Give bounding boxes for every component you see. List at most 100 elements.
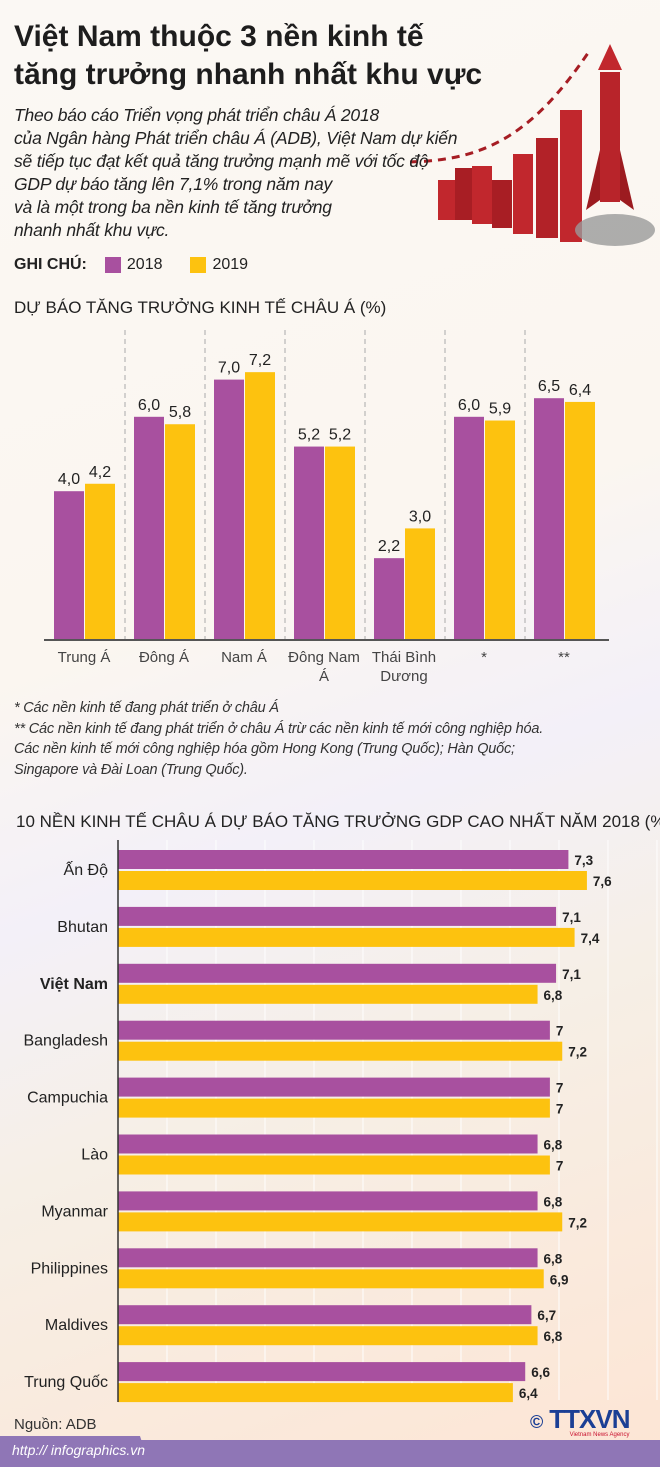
category-label: Dương bbox=[380, 668, 427, 685]
source-text: Nguồn: ADB bbox=[14, 1416, 97, 1433]
footer-tab bbox=[0, 1436, 150, 1467]
legend: GHI CHÚ: 2018 2019 bbox=[14, 256, 276, 274]
category-label: ** bbox=[558, 649, 570, 666]
data-label: 3,0 bbox=[409, 508, 431, 525]
bar-2019 bbox=[118, 1269, 544, 1289]
data-label: 7,1 bbox=[562, 910, 581, 925]
data-label: 6,8 bbox=[544, 1251, 563, 1266]
data-label: 7,2 bbox=[568, 1045, 587, 1060]
bar-2018 bbox=[118, 1362, 526, 1382]
bar-2018 bbox=[374, 558, 404, 640]
bar-2018 bbox=[118, 906, 557, 926]
data-label: 5,2 bbox=[329, 427, 351, 444]
category-label: Trung Á bbox=[58, 649, 111, 666]
bar-2019 bbox=[118, 1041, 563, 1061]
ttxvn-logo: © TTXVN Vietnam News Agency bbox=[530, 1406, 631, 1438]
intro-line: GDP dự báo tăng lên 7,1% trong năm nay bbox=[14, 174, 333, 194]
regional-growth-bar-chart: 4,0 4,2 Trung Á 6,0 5,8 Đông Á 7,0 7,2 Nam Á 5,2 5… bbox=[44, 330, 609, 685]
bar-2019 bbox=[118, 1212, 563, 1232]
bar-2018 bbox=[118, 1248, 538, 1268]
data-label: 5,9 bbox=[489, 401, 511, 418]
data-label: 6,7 bbox=[537, 1308, 556, 1323]
bar-2019 bbox=[405, 528, 435, 640]
bar-2019 bbox=[85, 483, 115, 640]
data-label: 4,2 bbox=[89, 464, 111, 481]
bar-2018 bbox=[118, 850, 569, 869]
bar-2019 bbox=[118, 1155, 550, 1175]
page-title: Việt Nam thuộc 3 nền kinh tế tăng trưởng… bbox=[14, 18, 482, 94]
category-label: Campuchia bbox=[27, 1090, 108, 1107]
data-label: 7,3 bbox=[574, 853, 593, 868]
data-label: 7 bbox=[556, 1102, 564, 1117]
bar-2018 bbox=[118, 1134, 538, 1154]
intro-line: nhanh nhất khu vực. bbox=[14, 220, 170, 240]
intro-line: sẽ tiếp tục đạt kết quả tăng trưởng mạnh… bbox=[14, 151, 429, 171]
bar-2018 bbox=[134, 416, 164, 640]
legend-swatch bbox=[190, 257, 207, 273]
bar-2018 bbox=[118, 1020, 550, 1040]
bar-2018 bbox=[214, 379, 244, 640]
category-label: Maldives bbox=[45, 1317, 108, 1334]
legend-swatch bbox=[104, 257, 121, 273]
intro-text: Theo báo cáo Triển vọng phát triển châu … bbox=[14, 104, 458, 242]
bar-2019 bbox=[118, 1383, 513, 1403]
data-label: 6,6 bbox=[531, 1365, 550, 1380]
category-label: Ấn Độ bbox=[64, 860, 109, 879]
bar-2019 bbox=[165, 424, 195, 640]
category-label: Trung Quốc bbox=[24, 1374, 108, 1391]
bar-2019 bbox=[565, 401, 595, 640]
category-label: Bangladesh bbox=[23, 1033, 108, 1050]
category-label: Á bbox=[319, 668, 329, 685]
data-label: 6,9 bbox=[550, 1272, 569, 1287]
data-label: 6,8 bbox=[544, 1194, 563, 1209]
footnote: * Các nền kinh tế đang phát triển ở châu… bbox=[14, 700, 279, 716]
intro-line: của Ngân hàng Phát triển châu Á (ADB), V… bbox=[14, 128, 458, 148]
bar-2019 bbox=[485, 420, 515, 640]
data-label: 7 bbox=[556, 1081, 564, 1096]
legend-item-2018: 2018 bbox=[104, 256, 163, 274]
footnotes: * Các nền kinh tế đang phát triển ở châu… bbox=[14, 698, 543, 780]
intro-line: Theo báo cáo Triển vọng phát triển châu … bbox=[14, 105, 380, 125]
bar-2018 bbox=[454, 416, 484, 640]
data-label: 6,4 bbox=[519, 1386, 538, 1401]
title-line: Việt Nam thuộc 3 nền kinh tế bbox=[14, 20, 424, 53]
footnote: ** Các nền kinh tế đang phát triển ở châ… bbox=[14, 720, 544, 737]
intro-line: và là một trong ba nền kinh tế tăng trưở… bbox=[14, 197, 332, 217]
legend-text: 2019 bbox=[212, 256, 249, 273]
bar-2019 bbox=[325, 446, 355, 640]
category-label: Đông Á bbox=[139, 649, 189, 666]
data-label: 7 bbox=[556, 1024, 564, 1039]
category-label: Việt Nam bbox=[40, 976, 108, 993]
bar-2018 bbox=[294, 446, 324, 640]
data-label: 6,0 bbox=[458, 397, 480, 414]
title-line: tăng trưởng nhanh nhất khu vực bbox=[14, 58, 483, 91]
data-label: 7 bbox=[556, 1159, 564, 1174]
category-label: Nam Á bbox=[221, 649, 267, 666]
data-label: 6,4 bbox=[569, 382, 591, 399]
bar-2018 bbox=[54, 491, 84, 640]
category-label: Đông Nam bbox=[288, 649, 360, 666]
website-link[interactable]: http:// infographics.vn bbox=[12, 1442, 146, 1458]
data-label: 6,5 bbox=[538, 378, 560, 395]
bar-2018 bbox=[118, 1305, 532, 1325]
bar-2019 bbox=[118, 1098, 550, 1118]
data-label: 6,8 bbox=[544, 988, 563, 1003]
bar-2019 bbox=[118, 871, 587, 890]
bar-2018 bbox=[534, 398, 564, 640]
category-label: Thái Bình bbox=[372, 649, 436, 666]
rocket-chart-illustration bbox=[409, 44, 655, 246]
data-label: 6,8 bbox=[544, 1138, 563, 1153]
legend-text: 2018 bbox=[126, 256, 163, 273]
category-label: Bhutan bbox=[57, 919, 108, 936]
bar-2019 bbox=[118, 984, 538, 1004]
bar-2019 bbox=[118, 927, 575, 947]
legend-item-2019: 2019 bbox=[190, 256, 248, 274]
category-label: Philippines bbox=[31, 1260, 108, 1277]
bar-2018 bbox=[118, 1077, 550, 1097]
bar-2019 bbox=[245, 372, 275, 640]
bar-2018 bbox=[118, 1191, 538, 1211]
chart1-title: DỰ BÁO TĂNG TRƯỞNG KINH TẾ CHÂU Á (%) bbox=[14, 298, 387, 317]
data-label: 7,6 bbox=[593, 874, 612, 889]
category-label: * bbox=[481, 649, 487, 666]
